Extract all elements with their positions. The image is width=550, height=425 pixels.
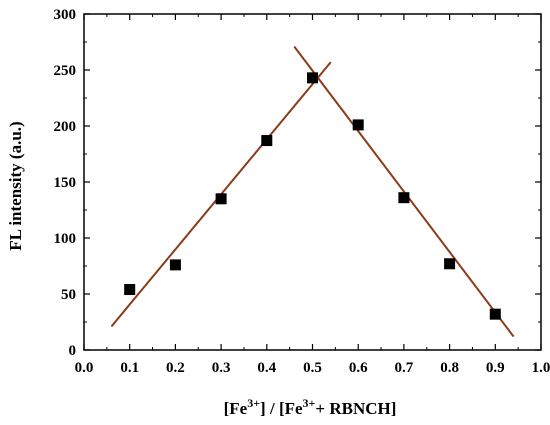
- x-axis-title-bracket-open: [: [224, 399, 230, 418]
- x-axis-title-fe: Fe: [229, 399, 247, 418]
- x-tick-label: 0.4: [257, 360, 276, 376]
- data-point-marker: [169, 259, 181, 271]
- x-tick-label: 0.7: [395, 360, 414, 376]
- data-point-marker: [261, 135, 273, 147]
- y-tick-label: 300: [54, 7, 77, 23]
- y-axis-title: FL intensity (a.u.): [6, 121, 25, 250]
- x-tick-label: 0.5: [303, 360, 322, 376]
- x-axis-title-charge-2: 3+: [303, 396, 316, 410]
- data-point-marker: [124, 284, 136, 296]
- x-tick-label: 0.2: [166, 360, 185, 376]
- y-tick-label: 50: [61, 287, 76, 303]
- x-axis-title-fe-2: Fe: [285, 399, 303, 418]
- x-tick-label: 0.8: [440, 360, 459, 376]
- y-axis-ticks: 0 50 100 150 200 250 300: [54, 7, 541, 359]
- x-tick-label: 0.6: [349, 360, 368, 376]
- data-point-marker: [489, 308, 501, 320]
- x-axis-title-charge: 3+: [247, 396, 260, 410]
- x-tick-label: 0.0: [75, 360, 94, 376]
- x-tick-label: 0.3: [212, 360, 231, 376]
- y-tick-label: 200: [54, 119, 77, 135]
- plot-area: [83, 13, 542, 351]
- x-axis-title-bracket-open-2: [: [279, 399, 285, 418]
- x-tick-label: 1.0: [532, 360, 550, 376]
- x-axis-title: [Fe3+] / [Fe3++ RBNCH]: [224, 396, 397, 418]
- plot-frame: [83, 13, 542, 351]
- x-axis-title-bracket-close-2: ]: [391, 399, 397, 418]
- data-markers: [124, 72, 501, 320]
- data-point-marker: [444, 258, 456, 270]
- data-point-marker: [307, 72, 318, 84]
- y-tick-label: 150: [54, 175, 77, 191]
- data-point-marker: [215, 193, 227, 205]
- x-axis-ticks: 0.0 0.1 0.2 0.3 0.4 0.5 0.6 0.7 0.8 0.9 1.0: [75, 14, 550, 376]
- x-axis-title-slash: /: [266, 399, 279, 418]
- fit-lines: [110, 45, 515, 338]
- x-tick-label: 0.1: [120, 360, 139, 376]
- fit-line-falling: [293, 45, 515, 338]
- y-tick-label: 100: [54, 231, 77, 247]
- data-point-marker: [398, 192, 410, 204]
- x-axis-title-bracket-close: ]: [260, 399, 266, 418]
- x-axis-title-rbnch: + RBNCH: [315, 399, 390, 418]
- x-tick-label: 0.9: [486, 360, 505, 376]
- y-tick-label: 250: [54, 63, 77, 79]
- y-tick-label: 0: [69, 343, 77, 359]
- data-point-marker: [352, 119, 364, 131]
